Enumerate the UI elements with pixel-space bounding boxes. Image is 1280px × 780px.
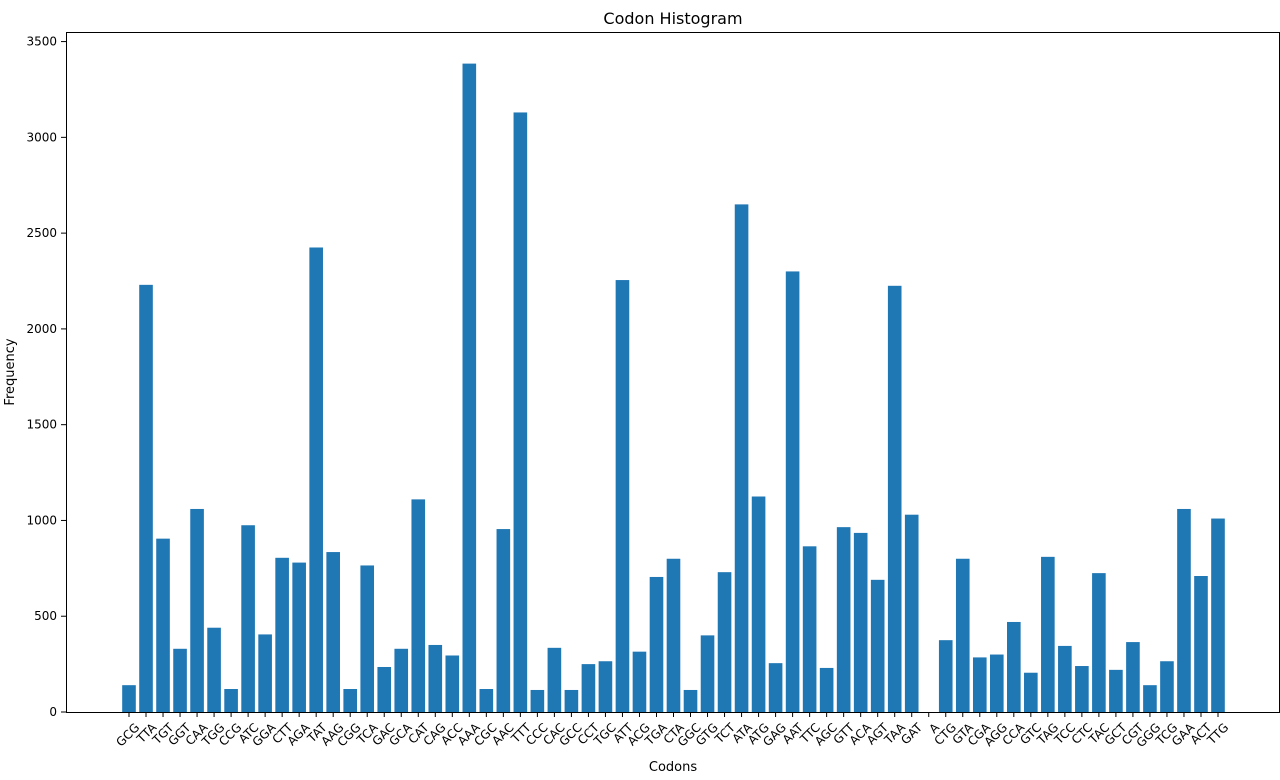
bars-group [122,63,1225,713]
bar-ttc [802,546,817,712]
bar-ctc [1075,666,1089,712]
bar-ttg [1211,518,1225,712]
bar-act [1194,576,1208,712]
bar-agg [989,654,1004,712]
x-tick-label: GAT [898,720,925,747]
bar-cat [411,499,426,712]
bar-gtg [700,635,715,712]
bar-cgc [479,689,494,712]
bar-ggc [683,689,698,712]
bar-taa [887,285,902,712]
bar-tta [139,284,153,712]
y-tick-label: 3000 [26,130,57,144]
bar-aaa [462,63,477,713]
bar-acg [632,651,647,712]
y-tick-label: 0 [49,705,57,719]
bar-cag [428,644,443,712]
bar-aat [785,271,800,712]
bar-ccc [530,689,545,712]
bar-acc [445,655,460,712]
bar-att [615,280,630,712]
y-tick-label: 2000 [26,322,57,336]
bar-atc [241,525,255,712]
bar-tca [360,565,375,712]
bar-tgg [207,627,221,712]
bar-gta [955,558,970,712]
bar-gtc [1024,672,1038,712]
bar-cgg [343,689,358,712]
bar-cct [581,664,596,712]
bar-ttt [513,112,528,712]
y-tick-label: 3500 [26,35,57,49]
bar-gag [768,663,783,712]
bar-aag [326,552,340,712]
bar-ata [734,204,749,712]
bar-tcg [1160,661,1174,712]
bar-gtt [836,527,851,712]
bar-cca [1007,621,1021,712]
bar-tag [1041,556,1055,712]
bar-gaa [1177,508,1191,712]
x-axis-label: Codons [649,760,697,775]
bar-ctg [938,640,953,712]
bar-tat [309,247,323,713]
bar-ccg [224,689,238,712]
y-tick-label: 2500 [26,226,57,240]
bar-gat [904,514,919,712]
x-ticks-group: GCGTTATGTGGTCAATGGCCGATCGGACTTAGATATAAGC… [113,712,1231,750]
bar-cac [547,647,562,712]
bar-cta [666,558,681,712]
bar-aga [292,562,306,712]
bar-agt [870,579,885,712]
y-tick-label: 1500 [26,418,57,432]
bar-tac [1092,573,1106,712]
bar-gca [394,648,409,712]
bar-gac [377,666,392,712]
bar-cgt [1126,642,1140,712]
bar-tcc [1058,645,1072,712]
bar-gcg [122,685,136,712]
bar-tgc [598,661,613,712]
y-tick-label: 1000 [26,513,57,527]
y-ticks-group: 0 500 1000 1500 2000 2500 3000 3500 [26,35,66,719]
bar-gga [258,634,272,712]
bar-ggt [173,648,187,712]
bar-aac [496,529,511,712]
bar-tgt [156,538,170,712]
bar-ctt [275,557,289,712]
bar-aca [853,532,868,712]
bar-ggg [1143,685,1157,712]
y-tick-label: 500 [34,609,57,623]
bar-agc [819,667,834,712]
chart-title: Codon Histogram [603,9,742,28]
bar-atg [751,496,766,712]
bar-tga [649,576,664,712]
bar-tct [717,572,732,712]
bar-caa [190,508,204,712]
y-axis-label: Frequency [3,338,18,405]
bar-cga [972,657,987,712]
bar-gct [1109,669,1123,712]
bar-gcc [564,689,579,712]
